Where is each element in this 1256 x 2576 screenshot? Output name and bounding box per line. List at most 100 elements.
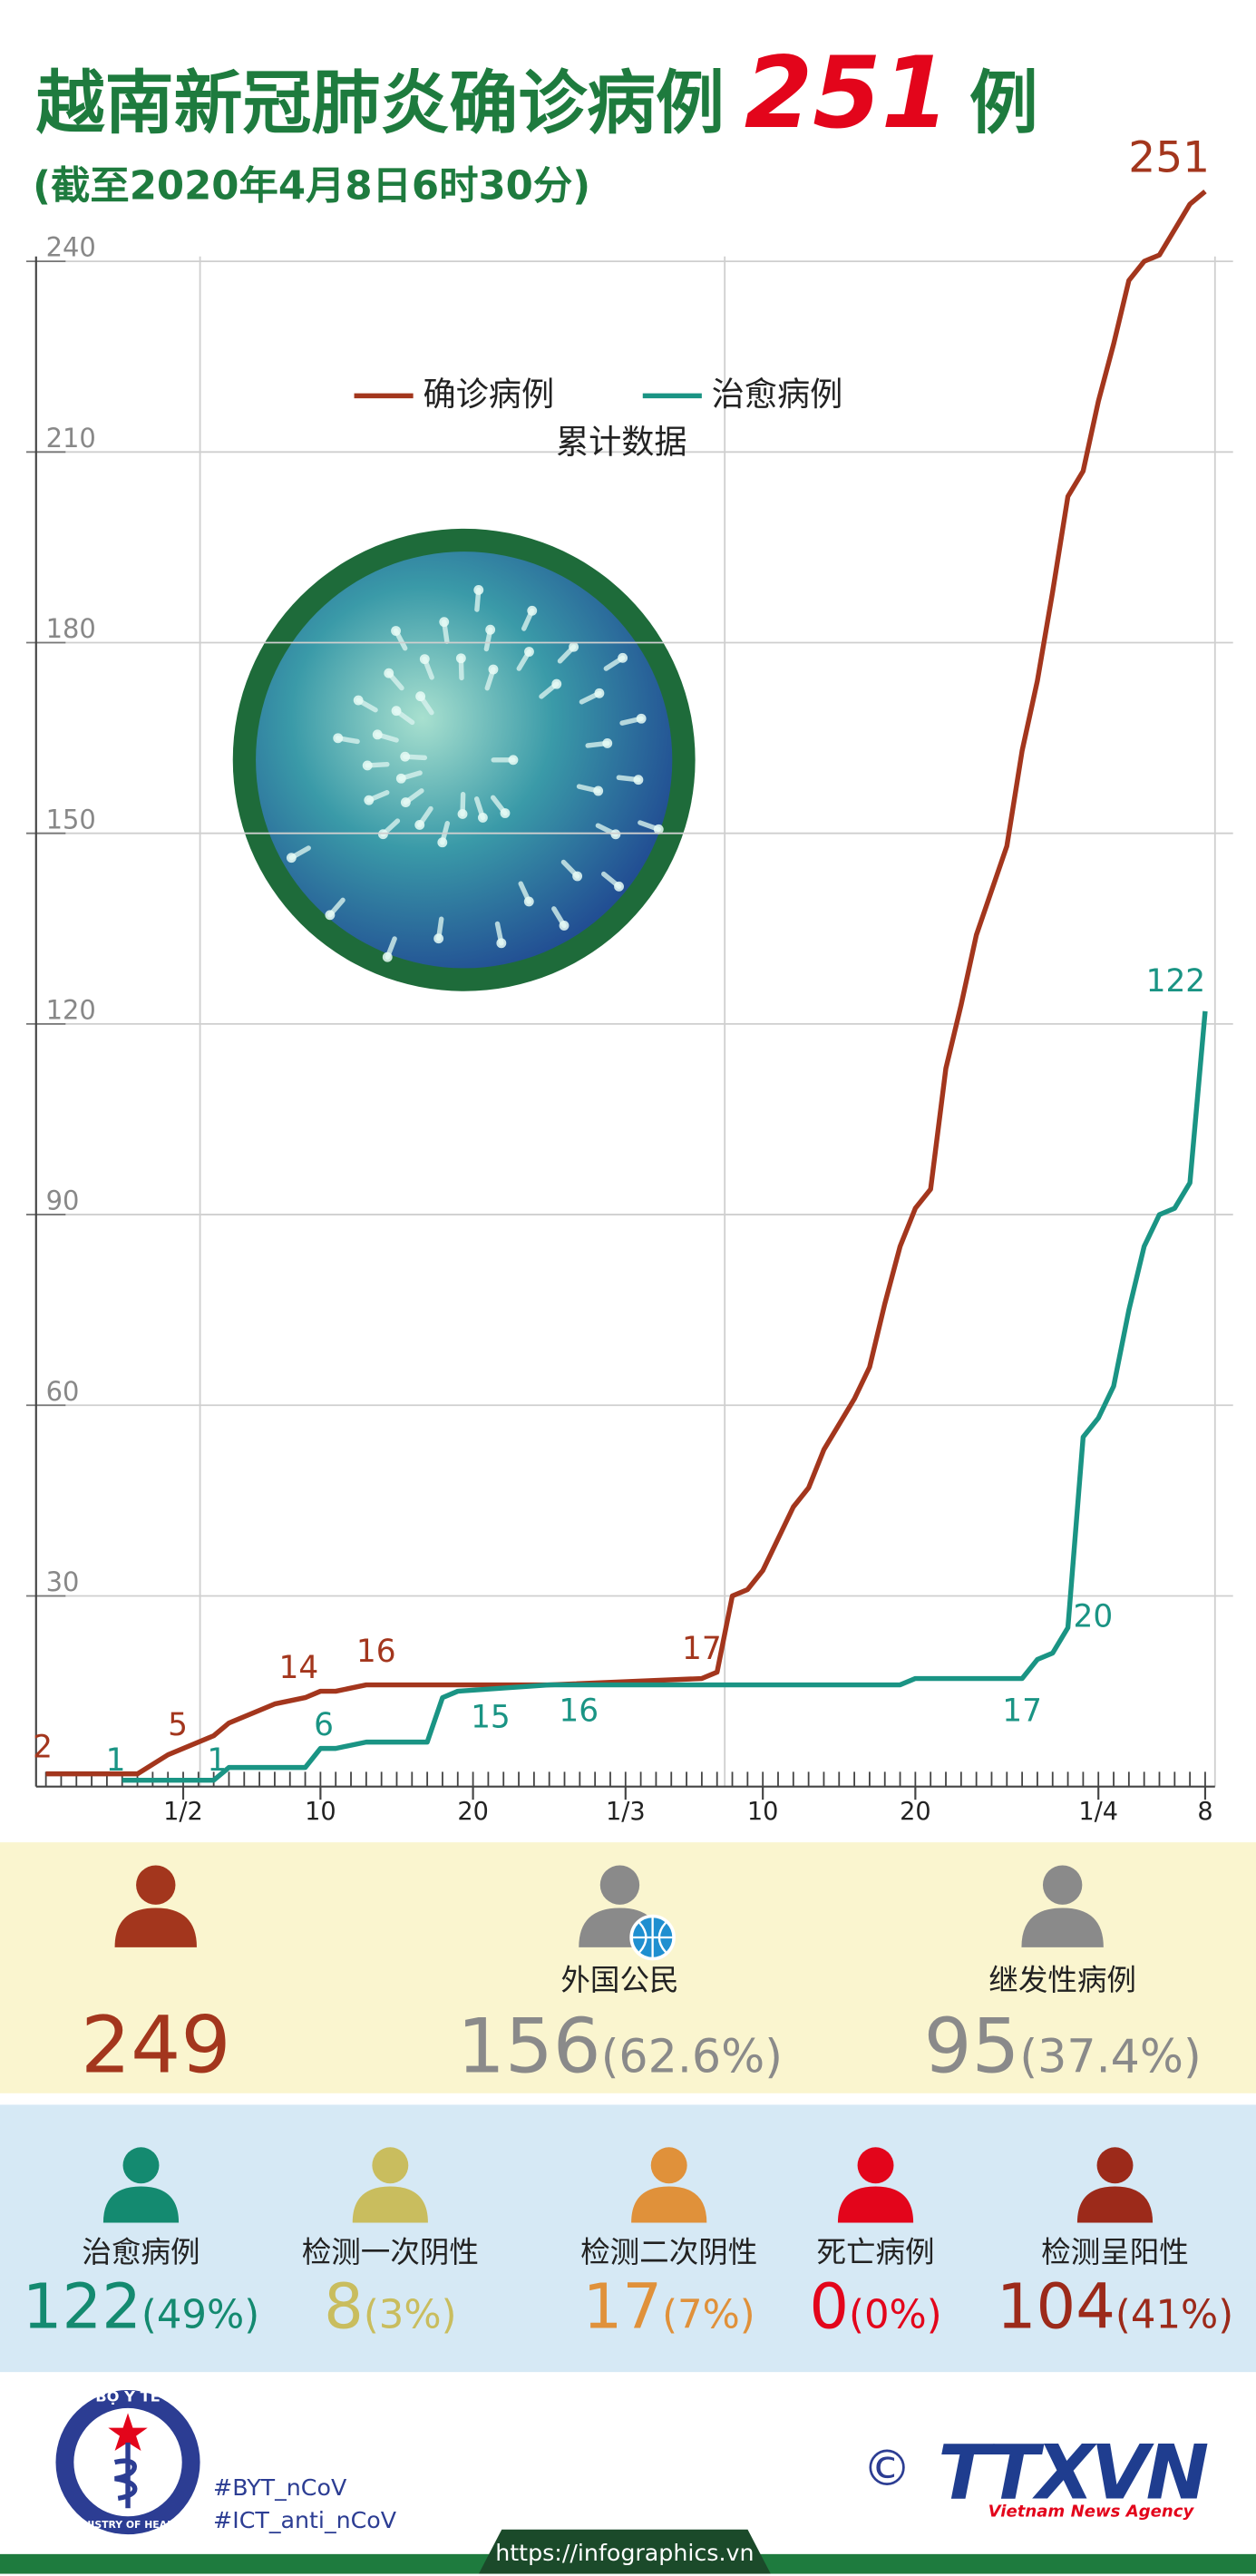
logo-top-text: BỘ Y TẾ xyxy=(95,2386,161,2405)
stat-label: 检测呈阳性 xyxy=(1041,2235,1189,2269)
stat-figure: 156(62.6%) xyxy=(457,2002,783,2090)
person-icon-head xyxy=(122,2147,160,2184)
virus-spike-head xyxy=(415,691,426,702)
point-label: 1 xyxy=(106,1742,126,1779)
virus-spike-head xyxy=(488,664,499,675)
stat-figure: 0(0%) xyxy=(809,2270,941,2343)
virus-spike-head xyxy=(473,585,484,595)
person-icon-head xyxy=(599,1865,640,1905)
stat-value: 249 xyxy=(81,1999,231,2091)
virus-spike-head xyxy=(353,695,364,706)
person-icon-body xyxy=(1021,1908,1104,1947)
virus-spike-head xyxy=(500,808,511,818)
stat-figure: 122(49%) xyxy=(23,2270,259,2343)
virus-spike-head xyxy=(384,668,394,678)
virus-spike-head xyxy=(572,871,583,882)
stat-value: 0 xyxy=(809,2270,849,2343)
virus-spike-head xyxy=(395,773,406,784)
stat-label: 外国公民 xyxy=(560,1963,678,1997)
person-icon-head xyxy=(1042,1865,1083,1905)
virus-spike-head xyxy=(439,617,450,628)
logo-symbol xyxy=(113,2442,138,2509)
virus-spike-head xyxy=(455,653,466,664)
virus-spike-head xyxy=(419,654,430,665)
x-tick-label: 20 xyxy=(900,1798,931,1826)
virus-spike-head xyxy=(437,837,448,848)
point-label: 122 xyxy=(1146,963,1206,1000)
stat-share: (41%) xyxy=(1115,2292,1233,2337)
stat-share: (62.6%) xyxy=(601,2029,783,2083)
outcomes-panel xyxy=(0,2104,1256,2373)
virus-spike-head xyxy=(477,812,488,823)
stat-value: 95 xyxy=(924,2002,1020,2090)
virus-spike-head xyxy=(391,706,402,717)
virus-spike-head xyxy=(457,809,468,819)
virus-spike-head xyxy=(333,733,344,744)
x-tick-label: 20 xyxy=(457,1798,489,1826)
person-icon-body xyxy=(631,2186,707,2223)
person-icon-head xyxy=(372,2147,409,2184)
x-tick-label: 10 xyxy=(305,1798,336,1826)
stat-value: 8 xyxy=(324,2270,364,2343)
point-label: 1 xyxy=(207,1742,227,1779)
point-label: 16 xyxy=(356,1634,396,1670)
virus-spike-head xyxy=(602,738,613,748)
title-suffix: 例 xyxy=(969,63,1038,143)
virus-spike-head xyxy=(414,820,425,830)
y-tick-label: 120 xyxy=(46,994,96,1025)
stat-share: (3%) xyxy=(364,2292,457,2337)
virus-image xyxy=(232,528,696,991)
person-icon-head xyxy=(136,1865,176,1905)
virus-spike-head xyxy=(378,829,388,840)
globe-lines xyxy=(631,1916,675,1959)
copyright: © xyxy=(862,2440,911,2497)
footer: BỘ Y TẾ MINISTRY OF HEALTH #BYT_nCoV #IC… xyxy=(0,2386,1256,2574)
stat-value: 156 xyxy=(457,2002,601,2090)
stat-figure: 17(7%) xyxy=(583,2270,755,2343)
virus-spike-head xyxy=(485,624,496,635)
stat-label: 检测二次阴性 xyxy=(580,2235,757,2269)
virus-spike-head xyxy=(364,795,375,805)
stat-value: 104 xyxy=(997,2270,1115,2343)
person-icon-body xyxy=(352,2186,428,2223)
stats: 249外国公民156(62.6%)继发性病例95(37.4%)治愈病例122(4… xyxy=(23,1865,1233,2343)
title-count: 251 xyxy=(745,35,949,151)
y-tick-label: 180 xyxy=(46,613,96,644)
y-tick-label: 60 xyxy=(46,1376,80,1407)
stat-value: 122 xyxy=(23,2270,141,2343)
legend-label: 治愈病例 xyxy=(712,375,843,414)
x-tick-label: 1/4 xyxy=(1078,1798,1118,1826)
x-tick-label: 1/2 xyxy=(163,1798,203,1826)
logo-star xyxy=(108,2413,148,2451)
point-label: 6 xyxy=(314,1707,334,1743)
point-label: 16 xyxy=(559,1693,599,1729)
x-tick-label: 8 xyxy=(1197,1798,1212,1826)
data-line xyxy=(45,189,1207,1777)
person-icon-body xyxy=(1076,2186,1154,2223)
chart-title: 越南新冠肺炎确诊病例 251 例 xyxy=(36,35,1038,151)
y-tick-label: 210 xyxy=(46,423,96,454)
stat-value: 17 xyxy=(583,2270,662,2343)
y-tick-label: 90 xyxy=(46,1186,80,1216)
point-label: 15 xyxy=(471,1699,511,1735)
stat-share: (7%) xyxy=(662,2292,755,2337)
legend-label: 确诊病例 xyxy=(423,375,554,414)
x-tick-label: 1/3 xyxy=(606,1798,646,1826)
virus-spike-head xyxy=(508,755,519,766)
logo-bottom-text: MINISTRY OF HEALTH xyxy=(69,2519,186,2531)
stat-figure: 104(41%) xyxy=(997,2270,1233,2343)
stat-figure: 249 xyxy=(81,1999,231,2091)
legend-title: 累计数据 xyxy=(556,423,687,462)
url: https://infographics.vn xyxy=(495,2540,754,2566)
hashtag: #ICT_anti_nCoV xyxy=(213,2507,397,2533)
stat-share: (49%) xyxy=(141,2292,259,2337)
person-icon-body xyxy=(102,2186,180,2223)
y-tick-label: 240 xyxy=(46,232,96,263)
stat-label: 死亡病例 xyxy=(816,2235,934,2269)
point-label: 5 xyxy=(168,1707,188,1743)
virus-spike-head xyxy=(400,797,411,808)
stat-figure: 8(3%) xyxy=(324,2270,456,2343)
stat-label: 治愈病例 xyxy=(82,2235,200,2269)
